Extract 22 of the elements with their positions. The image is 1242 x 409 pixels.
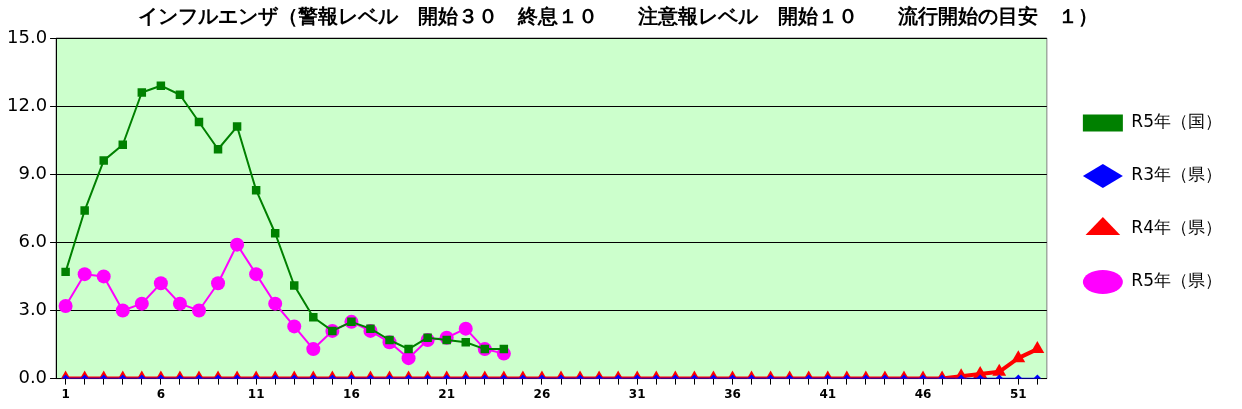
x-tick-label: 51 bbox=[1009, 386, 1027, 401]
x-tick-label: 11 bbox=[247, 386, 265, 401]
x-tick-label: 46 bbox=[914, 386, 932, 401]
x-tick-label: 36 bbox=[724, 386, 741, 401]
y-tick-label: 0.0 bbox=[18, 366, 48, 388]
y-tick-label: 15.0 bbox=[7, 25, 48, 47]
legend-label: R3年（県） bbox=[1131, 164, 1223, 185]
legend-label: R5年（県） bbox=[1131, 270, 1223, 291]
y-tick-label: 12.0 bbox=[7, 93, 48, 115]
legend-label: R4年（県） bbox=[1131, 217, 1223, 238]
legend-label: R5年（国） bbox=[1131, 111, 1223, 132]
x-tick-label: 41 bbox=[819, 386, 837, 401]
chart-title: インフルエンザ（警報レベル 開始３０ 終息１０ 注意報レベル 開始１０ 流行開始の目安 １） bbox=[138, 4, 1098, 29]
y-tick-label: 6.0 bbox=[18, 230, 48, 252]
y-tick-label: 3.0 bbox=[18, 298, 48, 320]
x-tick-label: 31 bbox=[628, 386, 646, 401]
x-tick-label: 16 bbox=[343, 386, 360, 401]
x-tick-label: 26 bbox=[533, 386, 551, 401]
y-tick-label: 9.0 bbox=[18, 161, 48, 183]
x-tick-label: 6 bbox=[156, 386, 166, 401]
x-tick-label: 1 bbox=[61, 386, 70, 401]
x-tick-label: 21 bbox=[438, 386, 456, 401]
